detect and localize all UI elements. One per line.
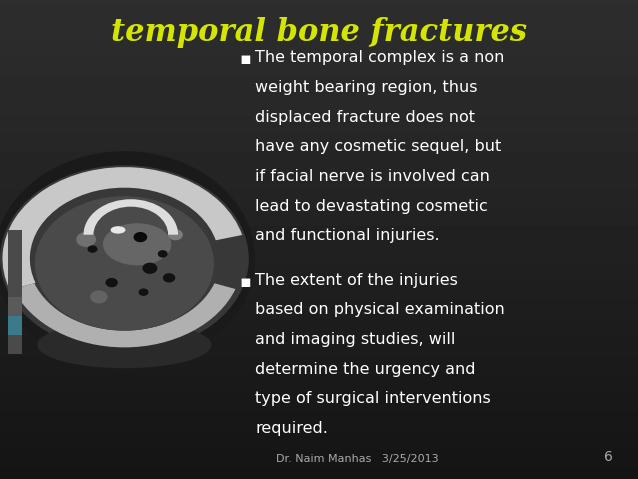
Ellipse shape: [103, 223, 172, 265]
Wedge shape: [84, 199, 178, 235]
Circle shape: [163, 273, 175, 283]
Ellipse shape: [0, 151, 255, 366]
Circle shape: [76, 232, 96, 247]
Circle shape: [158, 250, 168, 258]
Text: The temporal complex is a non: The temporal complex is a non: [255, 50, 505, 65]
Text: temporal bone fractures: temporal bone fractures: [111, 17, 527, 48]
Circle shape: [168, 229, 183, 240]
Text: and functional injuries.: and functional injuries.: [255, 228, 440, 243]
Text: if facial nerve is involved can: if facial nerve is involved can: [255, 169, 490, 184]
Bar: [8, 316, 22, 335]
Circle shape: [0, 165, 249, 352]
Ellipse shape: [38, 321, 212, 368]
Text: 6: 6: [604, 450, 612, 464]
Circle shape: [90, 290, 108, 304]
Circle shape: [105, 278, 118, 287]
Text: type of surgical interventions: type of surgical interventions: [255, 391, 491, 406]
Bar: [8, 297, 22, 316]
Text: and imaging studies, will: and imaging studies, will: [255, 332, 456, 347]
Circle shape: [87, 245, 98, 253]
Wedge shape: [13, 283, 235, 347]
Circle shape: [133, 232, 147, 242]
Text: weight bearing region, thus: weight bearing region, thus: [255, 80, 478, 95]
Text: lead to devastating cosmetic: lead to devastating cosmetic: [255, 199, 488, 214]
Circle shape: [138, 288, 149, 296]
Circle shape: [35, 196, 214, 331]
Circle shape: [142, 262, 158, 274]
Bar: [8, 230, 22, 297]
Text: Dr. Naim Manhas   3/25/2013: Dr. Naim Manhas 3/25/2013: [276, 454, 438, 464]
Text: displaced fracture does not: displaced fracture does not: [255, 110, 475, 125]
Text: determine the urgency and: determine the urgency and: [255, 362, 476, 376]
Wedge shape: [3, 167, 242, 290]
Text: The extent of the injuries: The extent of the injuries: [255, 273, 458, 287]
Text: ▪: ▪: [239, 50, 251, 68]
Text: have any cosmetic sequel, but: have any cosmetic sequel, but: [255, 139, 501, 154]
Bar: [8, 335, 22, 354]
Text: ▪: ▪: [239, 273, 251, 291]
Ellipse shape: [110, 226, 126, 234]
Text: required.: required.: [255, 421, 328, 436]
Text: based on physical examination: based on physical examination: [255, 302, 505, 317]
